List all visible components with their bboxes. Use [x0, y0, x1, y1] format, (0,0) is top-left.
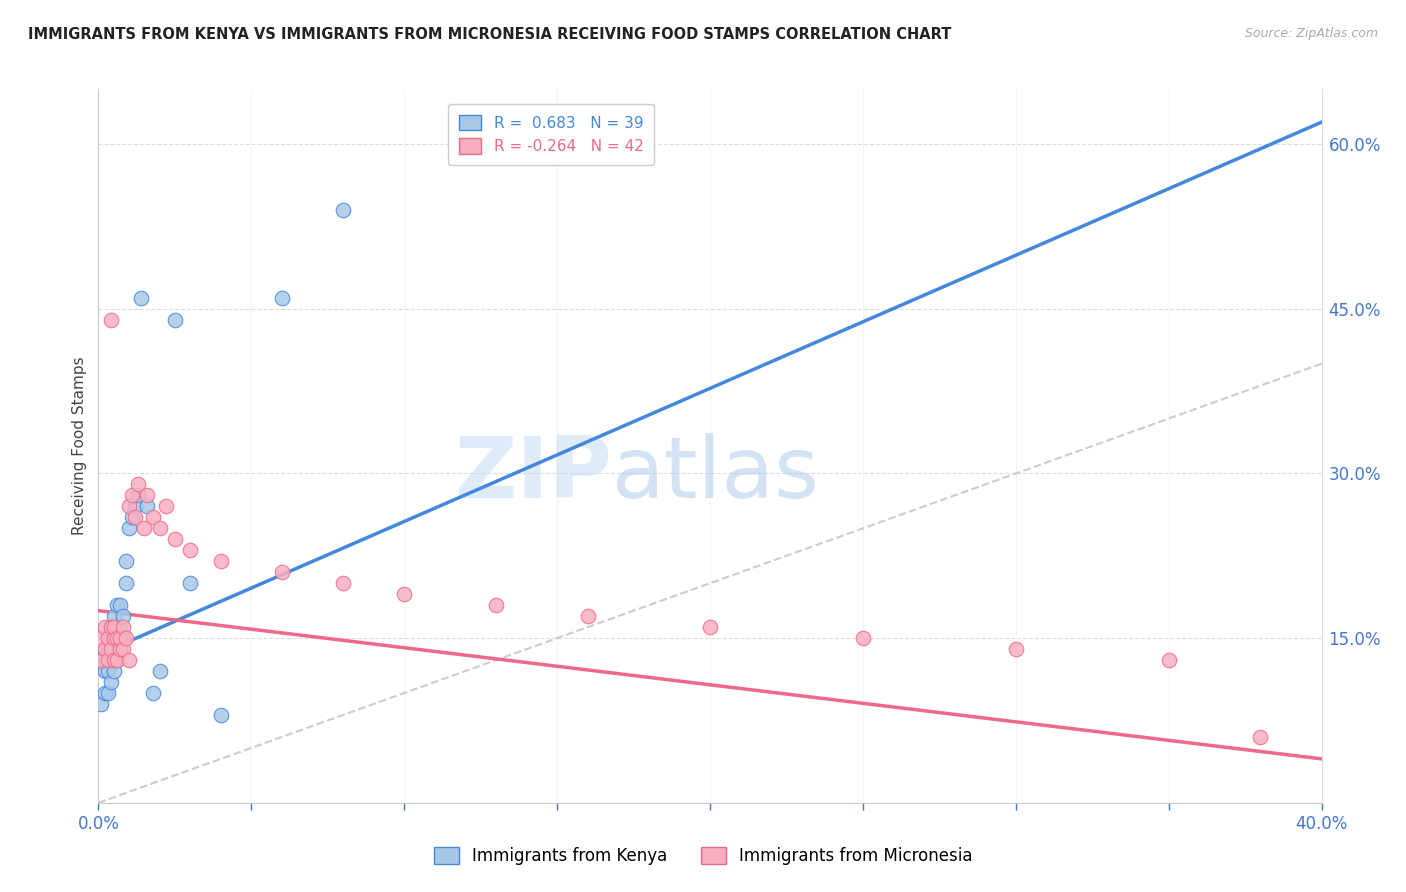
- Point: [97, 664, 120, 678]
- Point: [115, 631, 138, 645]
- Point: [149, 521, 172, 535]
- Point: [97, 653, 120, 667]
- Point: [1004, 642, 1026, 657]
- Point: [100, 642, 122, 657]
- Point: [852, 631, 875, 645]
- Point: [124, 510, 146, 524]
- Point: [118, 500, 141, 514]
- Point: [118, 653, 141, 667]
- Point: [108, 642, 131, 657]
- Point: [134, 521, 156, 535]
- Point: [93, 642, 115, 657]
- Point: [136, 500, 159, 514]
- Text: ZIP: ZIP: [454, 433, 612, 516]
- Point: [485, 598, 508, 612]
- Point: [97, 642, 120, 657]
- Point: [209, 708, 232, 723]
- Point: [163, 312, 186, 326]
- Point: [332, 576, 354, 591]
- Point: [90, 653, 112, 667]
- Point: [1249, 730, 1271, 744]
- Text: atlas: atlas: [612, 433, 820, 516]
- Point: [103, 631, 125, 645]
- Point: [121, 488, 143, 502]
- Point: [155, 500, 177, 514]
- Point: [100, 653, 122, 667]
- Point: [97, 686, 120, 700]
- Point: [100, 312, 122, 326]
- Point: [103, 664, 125, 678]
- Point: [100, 620, 122, 634]
- Point: [576, 609, 599, 624]
- Point: [179, 576, 201, 591]
- Point: [105, 631, 128, 645]
- Point: [97, 631, 120, 645]
- Point: [115, 576, 138, 591]
- Point: [142, 686, 165, 700]
- Point: [332, 202, 354, 217]
- Point: [108, 620, 131, 634]
- Legend: Immigrants from Kenya, Immigrants from Micronesia: Immigrants from Kenya, Immigrants from M…: [423, 837, 983, 875]
- Point: [111, 609, 134, 624]
- Point: [103, 609, 125, 624]
- Point: [103, 631, 125, 645]
- Point: [111, 642, 134, 657]
- Point: [97, 631, 120, 645]
- Point: [93, 686, 115, 700]
- Point: [90, 697, 112, 711]
- Point: [129, 291, 152, 305]
- Legend: R =  0.683   N = 39, R = -0.264   N = 42: R = 0.683 N = 39, R = -0.264 N = 42: [447, 104, 654, 165]
- Point: [270, 291, 292, 305]
- Point: [93, 620, 115, 634]
- Point: [121, 510, 143, 524]
- Point: [90, 631, 112, 645]
- Point: [105, 631, 128, 645]
- Point: [105, 620, 128, 634]
- Point: [108, 631, 131, 645]
- Text: Source: ZipAtlas.com: Source: ZipAtlas.com: [1244, 27, 1378, 40]
- Point: [108, 598, 131, 612]
- Point: [105, 653, 128, 667]
- Point: [111, 620, 134, 634]
- Point: [392, 587, 416, 601]
- Point: [136, 488, 159, 502]
- Point: [209, 554, 232, 568]
- Point: [142, 510, 165, 524]
- Point: [179, 543, 201, 558]
- Point: [270, 566, 292, 580]
- Y-axis label: Receiving Food Stamps: Receiving Food Stamps: [72, 357, 87, 535]
- Point: [127, 477, 149, 491]
- Point: [103, 653, 125, 667]
- Point: [124, 500, 146, 514]
- Point: [115, 554, 138, 568]
- Point: [105, 653, 128, 667]
- Point: [100, 675, 122, 690]
- Point: [100, 620, 122, 634]
- Point: [103, 642, 125, 657]
- Point: [105, 598, 128, 612]
- Point: [108, 642, 131, 657]
- Point: [111, 631, 134, 645]
- Point: [699, 620, 721, 634]
- Point: [163, 533, 186, 547]
- Point: [93, 653, 115, 667]
- Point: [118, 521, 141, 535]
- Text: IMMIGRANTS FROM KENYA VS IMMIGRANTS FROM MICRONESIA RECEIVING FOOD STAMPS CORREL: IMMIGRANTS FROM KENYA VS IMMIGRANTS FROM…: [28, 27, 952, 42]
- Point: [127, 488, 149, 502]
- Point: [149, 664, 172, 678]
- Point: [93, 664, 115, 678]
- Point: [1157, 653, 1180, 667]
- Point: [103, 620, 125, 634]
